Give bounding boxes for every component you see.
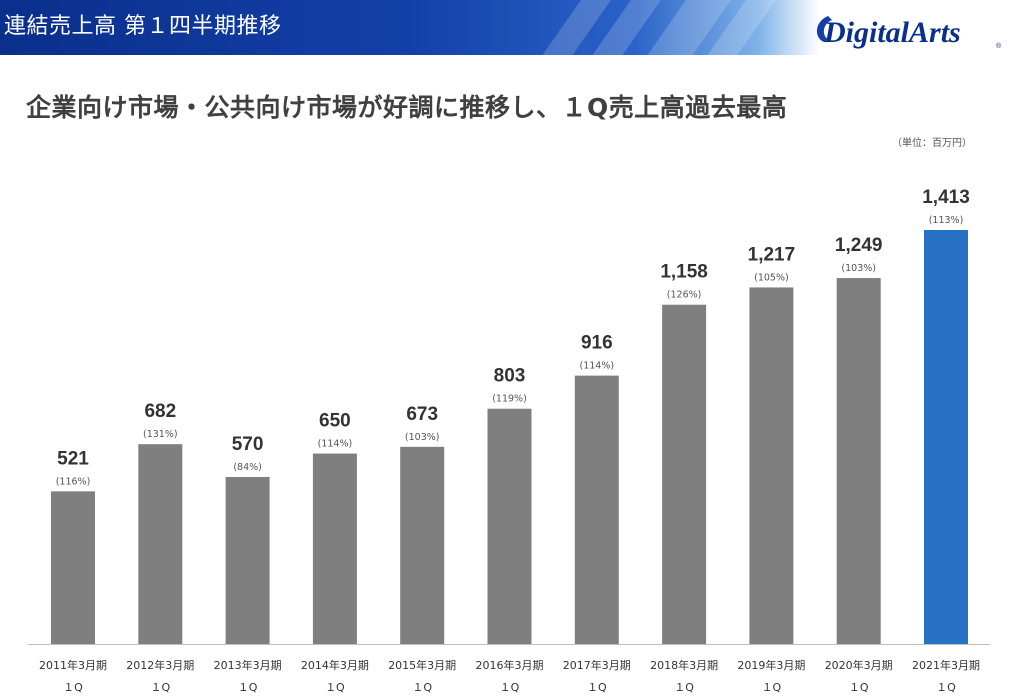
x-tick-label: 2015年3月期 <box>388 658 456 672</box>
x-tick-label: 2014年3月期 <box>301 658 369 672</box>
yoy-label: (103%) <box>405 432 440 443</box>
yoy-label: (114%) <box>318 439 353 450</box>
svg-text:®: ® <box>996 42 1002 50</box>
yoy-label: (103%) <box>841 263 876 274</box>
x-tick-sublabel: １Q <box>936 681 956 694</box>
x-tick-sublabel: １Q <box>849 681 869 694</box>
bar <box>836 278 881 644</box>
x-tick-sublabel: １Q <box>325 681 345 694</box>
x-tick-label: 2011年3月期 <box>39 658 107 672</box>
x-tick-sublabel: １Q <box>63 681 83 694</box>
value-label: 1,249 <box>835 235 883 256</box>
bar <box>662 304 707 644</box>
x-tick-label: 2012年3月期 <box>126 658 194 672</box>
bar <box>400 446 445 644</box>
x-tick-sublabel: １Q <box>762 681 782 694</box>
header-banner: 連結売上高 第１四半期推移 DigitalArts ® <box>0 0 1024 55</box>
value-label: 1,413 <box>922 187 970 208</box>
x-tick-sublabel: １Q <box>674 681 694 694</box>
x-tick-sublabel: １Q <box>238 681 258 694</box>
x-tick-label: 2013年3月期 <box>214 658 282 672</box>
x-tick-label: 2016年3月期 <box>476 658 544 672</box>
yoy-label: (113%) <box>929 215 964 226</box>
value-label: 1,158 <box>660 262 708 283</box>
yoy-label: (84%) <box>233 462 262 473</box>
yoy-label: (114%) <box>580 361 615 372</box>
bar <box>225 476 270 644</box>
x-tick-label: 2021年3月期 <box>912 658 980 672</box>
yoy-label: (131%) <box>143 429 178 440</box>
x-tick-label: 2017年3月期 <box>563 658 631 672</box>
yoy-label: (116%) <box>56 476 91 487</box>
bar <box>138 444 183 644</box>
svg-text:DigitalArts: DigitalArts <box>823 16 961 49</box>
bar <box>312 453 357 644</box>
value-label: 521 <box>57 448 89 469</box>
slide-subtitle: 企業向け市場・公共向け市場が好調に推移し、１Q売上高過去最高 <box>26 93 788 122</box>
x-tick-sublabel: １Q <box>587 681 607 694</box>
yoy-label: (119%) <box>492 394 527 405</box>
bar <box>487 408 532 644</box>
x-tick-label: 2019年3月期 <box>737 658 805 672</box>
value-label: 682 <box>144 401 176 422</box>
unit-label: （単位：百万円） <box>892 138 972 149</box>
bar <box>924 230 968 644</box>
x-tick-label: 2018年3月期 <box>650 658 718 672</box>
x-tick-label: 2020年3月期 <box>825 658 893 672</box>
x-tick-sublabel: １Q <box>150 681 170 694</box>
yoy-label: (126%) <box>667 290 702 301</box>
value-label: 673 <box>406 404 438 425</box>
x-tick-sublabel: １Q <box>500 681 520 694</box>
x-tick-sublabel: １Q <box>412 681 432 694</box>
bar <box>574 375 619 644</box>
value-label: 650 <box>319 411 351 432</box>
yoy-label: (105%) <box>754 272 789 283</box>
digitalarts-logo: DigitalArts ® <box>816 16 1002 50</box>
value-label: 570 <box>232 434 264 455</box>
bar <box>51 491 95 644</box>
value-label: 1,217 <box>748 244 796 265</box>
value-label: 916 <box>581 333 613 354</box>
bar <box>749 287 794 644</box>
value-label: 803 <box>494 366 526 387</box>
page-title: 連結売上高 第１四半期推移 <box>4 14 282 39</box>
